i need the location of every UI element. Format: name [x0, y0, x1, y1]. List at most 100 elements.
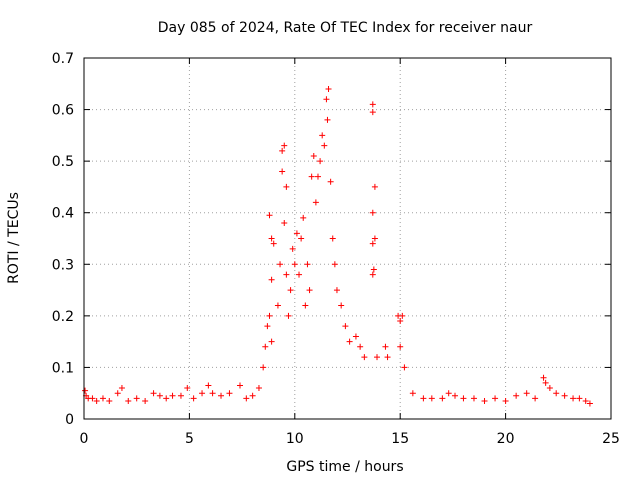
- data-point: [420, 395, 427, 402]
- data-point: [291, 261, 298, 268]
- axis-ticks: [83, 57, 612, 420]
- y-tick-label: 0.3: [52, 257, 74, 273]
- data-point: [236, 382, 243, 389]
- data-point: [266, 312, 273, 319]
- data-point: [314, 173, 321, 180]
- x-tick-label: 0: [80, 431, 89, 447]
- data-point: [352, 333, 359, 340]
- data-point: [325, 85, 332, 92]
- data-point: [150, 390, 157, 397]
- plot-frame: [83, 57, 612, 420]
- data-point: [346, 338, 353, 345]
- x-tick-label: 15: [391, 431, 409, 447]
- data-point: [209, 390, 216, 397]
- data-point: [324, 116, 331, 123]
- data-point: [277, 261, 284, 268]
- y-tick-label: 0.4: [52, 206, 74, 222]
- data-point: [369, 209, 376, 216]
- y-tick-label: 0.6: [52, 103, 74, 119]
- x-tick-label: 5: [185, 431, 194, 447]
- data-point: [298, 235, 305, 242]
- data-point: [118, 385, 125, 392]
- data-point: [481, 397, 488, 404]
- x-axis-label: GPS time / hours: [286, 459, 403, 475]
- data-point: [321, 142, 328, 149]
- data-point: [586, 400, 593, 407]
- data-point: [399, 312, 406, 319]
- data-point: [302, 302, 309, 309]
- y-tick-label: 0: [65, 412, 74, 428]
- data-point: [371, 183, 378, 190]
- data-point: [384, 354, 391, 361]
- data-point: [331, 261, 338, 268]
- data-point: [296, 271, 303, 278]
- data-point: [310, 152, 317, 159]
- data-point: [540, 374, 547, 381]
- data-point: [268, 235, 275, 242]
- x-tick-label: 20: [497, 431, 515, 447]
- data-point: [142, 397, 149, 404]
- data-point: [89, 395, 96, 402]
- data-point: [370, 266, 377, 273]
- data-point: [281, 220, 288, 227]
- data-point: [369, 271, 376, 278]
- data-point: [561, 392, 568, 399]
- data-point: [513, 392, 520, 399]
- data-point: [93, 397, 100, 404]
- data-point: [333, 287, 340, 294]
- data-point: [226, 390, 233, 397]
- data-point: [369, 109, 376, 116]
- data-point: [397, 318, 404, 325]
- data-point: [323, 96, 330, 103]
- data-point: [327, 178, 334, 185]
- data-point: [283, 271, 290, 278]
- data-point: [576, 395, 583, 402]
- data-point: [317, 158, 324, 165]
- data-point: [163, 395, 170, 402]
- data-point: [357, 343, 364, 350]
- data-point: [268, 276, 275, 283]
- data-point: [125, 397, 132, 404]
- data-point: [371, 235, 378, 242]
- data-point: [401, 364, 408, 371]
- data-point: [502, 397, 509, 404]
- data-point: [570, 395, 577, 402]
- data-point: [546, 385, 553, 392]
- data-point: [287, 287, 294, 294]
- data-point: [492, 395, 499, 402]
- y-axis-label: ROTI / TECUs: [6, 192, 22, 284]
- data-point: [374, 354, 381, 361]
- x-tick-label: 25: [602, 431, 620, 447]
- data-point: [300, 214, 307, 221]
- data-point: [281, 142, 288, 149]
- tick-labels: 0 5 10 15 20 25 0 0.1 0.2 0.3 0.4 0.5 0.6 0.7: [52, 51, 620, 447]
- y-tick-label: 0.1: [52, 360, 74, 376]
- data-point: [218, 392, 225, 399]
- data-point: [289, 245, 296, 252]
- data-point: [266, 212, 273, 219]
- data-point: [205, 382, 212, 389]
- data-point: [369, 240, 376, 247]
- data-point: [114, 390, 121, 397]
- data-point: [133, 395, 140, 402]
- data-point: [293, 230, 300, 237]
- data-point: [82, 387, 89, 394]
- data-point: [177, 392, 184, 399]
- data-point: [308, 173, 315, 180]
- data-point: [285, 312, 292, 319]
- data-point: [199, 390, 206, 397]
- data-point: [274, 302, 281, 309]
- data-point: [279, 147, 286, 154]
- data-point: [329, 235, 336, 242]
- data-point: [264, 323, 271, 330]
- x-tick-label: 10: [286, 431, 304, 447]
- data-point: [169, 392, 176, 399]
- data-point: [106, 397, 113, 404]
- data-point: [312, 199, 319, 206]
- data-point: [397, 343, 404, 350]
- data-point: [460, 395, 467, 402]
- data-points: [82, 85, 593, 407]
- data-point: [369, 101, 376, 108]
- data-point: [470, 395, 477, 402]
